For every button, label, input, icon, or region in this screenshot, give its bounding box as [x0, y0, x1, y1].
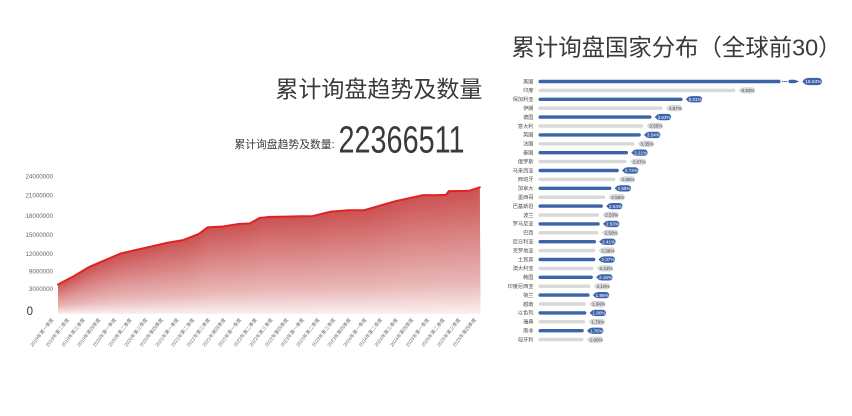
- svg-text:2.39%: 2.39%: [601, 248, 614, 253]
- svg-text:1.80%: 1.80%: [592, 311, 605, 316]
- svg-text:法国: 法国: [523, 140, 533, 148]
- svg-text:1.98%: 1.98%: [596, 293, 609, 298]
- svg-text:2.10%: 2.10%: [597, 284, 610, 289]
- svg-text:21000000: 21000000: [25, 193, 53, 200]
- svg-text:澳大利亚: 澳大利亚: [513, 264, 534, 272]
- svg-text:9000000: 9000000: [29, 269, 54, 276]
- svg-text:墨西哥: 墨西哥: [518, 194, 534, 201]
- svg-text:2.37%: 2.37%: [601, 257, 614, 262]
- svg-text:2.87%: 2.87%: [633, 159, 646, 164]
- svg-text:越南: 越南: [523, 300, 533, 308]
- svg-text:2.53%: 2.53%: [606, 222, 619, 227]
- svg-text:1.79%: 1.79%: [591, 320, 604, 325]
- svg-text:8.93%: 8.93%: [741, 88, 754, 93]
- svg-text:累计询盘趋势及数量:: 累计询盘趋势及数量:: [234, 137, 334, 151]
- svg-text:15.63%: 15.63%: [805, 79, 822, 85]
- svg-text:18000000: 18000000: [25, 213, 53, 220]
- svg-text:尼日利亚: 尼日利亚: [513, 238, 534, 246]
- svg-text:伊朗: 伊朗: [523, 104, 533, 112]
- svg-text:英国: 英国: [523, 131, 533, 139]
- svg-text:4.87%: 4.87%: [669, 106, 682, 111]
- svg-text:2.59%: 2.59%: [617, 186, 630, 191]
- svg-text:美国: 美国: [523, 77, 533, 85]
- svg-text:瑞典: 瑞典: [523, 318, 533, 326]
- svg-text:2.53%: 2.53%: [605, 213, 618, 218]
- svg-text:加拿大: 加拿大: [518, 184, 534, 192]
- svg-text:2.54%: 2.54%: [609, 204, 622, 209]
- svg-text:俄罗斯: 俄罗斯: [518, 157, 534, 165]
- svg-text:2.65%: 2.65%: [621, 177, 634, 182]
- svg-text:3.62%: 3.62%: [658, 115, 671, 120]
- svg-text:韩国: 韩国: [523, 273, 533, 281]
- svg-text:2.58%: 2.58%: [611, 195, 624, 200]
- svg-text:克罗地亚: 克罗地亚: [513, 246, 534, 254]
- svg-text:22366511: 22366511: [339, 119, 465, 161]
- svg-text:西班牙: 西班牙: [518, 175, 534, 183]
- svg-text:土耳其: 土耳其: [518, 255, 534, 263]
- svg-text:保加利亚: 保加利亚: [513, 95, 534, 103]
- svg-text:3.21%: 3.21%: [634, 150, 647, 155]
- svg-text:马来西亚: 马来西亚: [513, 166, 534, 174]
- svg-text:巴基斯坦: 巴基斯坦: [513, 202, 534, 210]
- svg-text:3.54%: 3.54%: [647, 133, 660, 138]
- svg-text:2.50%: 2.50%: [605, 231, 618, 236]
- svg-text:1.76%: 1.76%: [590, 328, 603, 333]
- svg-text:印度: 印度: [523, 86, 533, 94]
- svg-text:南非: 南非: [523, 327, 533, 335]
- svg-text:波兰: 波兰: [523, 211, 533, 219]
- svg-text:罗马尼亚: 罗马尼亚: [513, 220, 534, 228]
- svg-text:印度尼西亚: 印度尼西亚: [508, 282, 534, 290]
- svg-text:1.66%: 1.66%: [590, 337, 603, 342]
- svg-text:2.41%: 2.41%: [602, 239, 615, 244]
- svg-text:泰国: 泰国: [523, 149, 533, 157]
- svg-text:德国: 德国: [523, 113, 533, 121]
- svg-text:3.55%: 3.55%: [649, 124, 662, 129]
- svg-text:1.94%: 1.94%: [592, 302, 605, 307]
- svg-text:累计询盘趋势及数量: 累计询盘趋势及数量: [275, 76, 482, 102]
- svg-text:巴西: 巴西: [523, 230, 533, 237]
- svg-text:15000000: 15000000: [25, 232, 53, 239]
- svg-text:2.22%: 2.22%: [600, 266, 613, 271]
- svg-text:匈牙利: 匈牙利: [518, 335, 534, 343]
- svg-text:2.16%: 2.16%: [599, 275, 612, 280]
- svg-text:24000000: 24000000: [25, 174, 53, 181]
- svg-text:以色列: 以色列: [518, 309, 534, 317]
- svg-text:0: 0: [27, 306, 33, 318]
- svg-text:意大利: 意大利: [518, 122, 534, 130]
- svg-text:荷兰: 荷兰: [523, 291, 533, 299]
- svg-text:累计询盘国家分布（全球前30）: 累计询盘国家分布（全球前30）: [511, 34, 841, 60]
- svg-text:2.74%: 2.74%: [625, 168, 638, 173]
- svg-text:12000000: 12000000: [25, 251, 53, 258]
- svg-text:3.35%: 3.35%: [640, 142, 653, 147]
- svg-text:3000000: 3000000: [29, 286, 54, 293]
- svg-text:5.01%: 5.01%: [689, 97, 702, 102]
